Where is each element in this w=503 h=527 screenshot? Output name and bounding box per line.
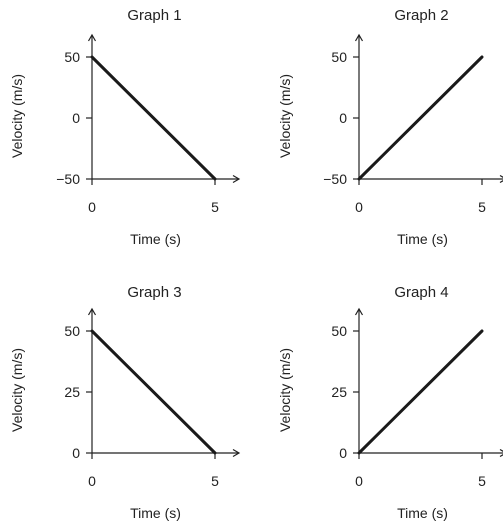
y-axis-arrow <box>87 33 97 42</box>
y-axis-arrow <box>354 33 364 42</box>
y-axis-label: Velocity (m/s) <box>277 74 293 158</box>
x-tick-label: 5 <box>478 473 486 489</box>
x-tick-label: 5 <box>478 199 486 215</box>
y-axis-label: Velocity (m/s) <box>9 348 25 432</box>
x-axis-arrow <box>499 448 503 458</box>
chart-title: Graph 3 <box>127 284 181 301</box>
x-axis-arrow <box>232 174 241 184</box>
x-axis-label: Time (s) <box>397 505 448 521</box>
y-axis-label: Velocity (m/s) <box>9 74 25 158</box>
x-tick-label: 0 <box>88 473 96 489</box>
x-axis-label: Time (s) <box>130 231 181 247</box>
y-axis-arrow <box>87 307 97 316</box>
series-line <box>357 55 484 181</box>
y-tick-label: 50 <box>331 323 347 339</box>
y-tick-label: 0 <box>339 110 347 126</box>
x-tick-label: 0 <box>88 199 96 215</box>
y-tick-label: 50 <box>64 323 80 339</box>
x-axis-label: Time (s) <box>397 231 448 247</box>
y-tick-label: 0 <box>72 445 80 461</box>
y-tick-label: −50 <box>56 171 80 187</box>
y-tick-label: 50 <box>64 49 80 65</box>
chart-title: Graph 1 <box>127 7 181 24</box>
graph-2: Graph 2 50 0 −50 0 5 Time (s) Velocity (m/s) <box>277 7 503 247</box>
x-tick-label: 5 <box>211 199 219 215</box>
series-line <box>357 329 484 455</box>
graph-3: Graph 3 50 25 00 5 Time (s) Velocity (m/s) <box>9 284 241 521</box>
series-line <box>90 55 217 181</box>
x-tick-label: 5 <box>211 473 219 489</box>
series-line <box>90 329 217 455</box>
y-axis-label: Velocity (m/s) <box>277 348 293 432</box>
x-axis-arrow <box>232 448 241 458</box>
graph-4: Graph 4 50 25 00 5 Time (s) Velocity (m/s) <box>277 284 503 521</box>
chart-title: Graph 2 <box>394 7 448 24</box>
y-tick-label: 25 <box>64 384 80 400</box>
y-tick-label: 0 <box>339 445 347 461</box>
graph-1: Graph 1 50 0 −50 0 5 Time (s) Velocity (m/s) <box>9 7 241 247</box>
y-tick-label: 25 <box>331 384 347 400</box>
x-axis-label: Time (s) <box>130 505 181 521</box>
x-axis-arrow <box>499 174 503 184</box>
x-tick-label: 0 <box>355 199 363 215</box>
y-tick-label: −50 <box>323 171 347 187</box>
y-tick-label: 50 <box>331 49 347 65</box>
y-tick-label: 0 <box>72 110 80 126</box>
chart-title: Graph 4 <box>394 284 448 301</box>
y-axis-arrow <box>354 307 364 316</box>
x-tick-label: 0 <box>355 473 363 489</box>
